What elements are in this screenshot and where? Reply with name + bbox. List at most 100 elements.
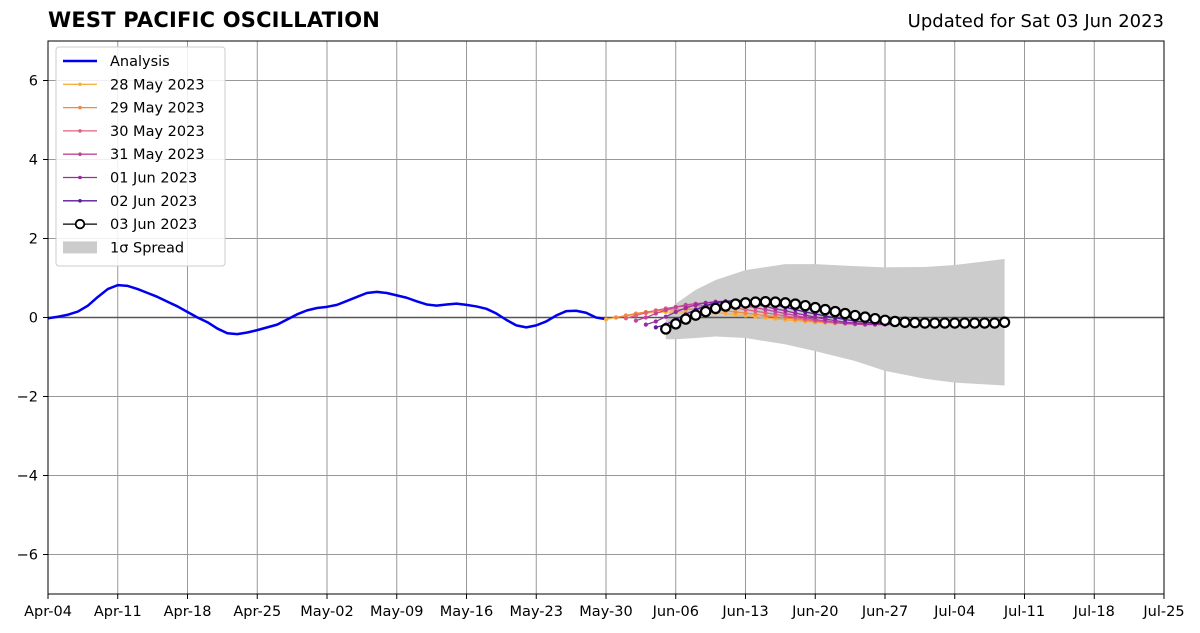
- legend-label: 02 Jun 2023: [110, 194, 197, 210]
- forecast-point: [653, 311, 658, 316]
- y-tick-label: 4: [29, 153, 38, 169]
- forecast-point: [939, 317, 951, 329]
- forecast-point: [793, 311, 798, 316]
- forecast-point: [899, 316, 911, 328]
- forecast-point: [633, 313, 638, 318]
- legend-box: [55, 46, 226, 267]
- forecast-point: [683, 305, 688, 311]
- forecast-point: [643, 310, 648, 315]
- forecast-point: [799, 299, 811, 312]
- legend-label: Analysis: [110, 54, 170, 70]
- legend-marker: [74, 218, 86, 230]
- forecast-point: [783, 308, 788, 313]
- legend-marker: [78, 199, 82, 203]
- x-tick-label: Jul-25: [1142, 604, 1184, 620]
- x-tick-label: May-23: [510, 604, 563, 620]
- forecast-point: [959, 317, 971, 329]
- forecast-point: [929, 317, 941, 329]
- legend-label: 31 May 2023: [110, 147, 205, 163]
- legend-item: 02 Jun 2023: [63, 194, 197, 210]
- forecast-point: [623, 316, 629, 321]
- legend-item: 03 Jun 2023: [63, 217, 197, 233]
- forecast-point: [733, 309, 738, 315]
- forecast-point: [919, 317, 931, 329]
- y-tick-label: −2: [17, 390, 38, 406]
- forecast-point: [869, 312, 881, 325]
- x-tick-label: Jul-11: [1003, 604, 1045, 620]
- y-tick-label: 0: [29, 311, 38, 327]
- forecast-point: [653, 319, 658, 324]
- legend-item: 01 Jun 2023: [63, 171, 197, 187]
- forecast-point: [739, 297, 752, 309]
- forecast-point: [613, 315, 619, 320]
- forecast-point: [839, 307, 851, 320]
- forecast-latest-series: [660, 296, 1011, 335]
- legend-item: Analysis: [63, 54, 170, 70]
- forecast-point: [909, 316, 921, 329]
- forecast-point: [670, 318, 682, 330]
- forecast-point: [643, 315, 648, 320]
- x-tick-label: May-30: [579, 604, 632, 620]
- forecast-point: [663, 314, 668, 319]
- legend-marker: [78, 152, 82, 156]
- legend-label: 03 Jun 2023: [110, 217, 197, 233]
- forecast-point: [749, 296, 762, 308]
- forecast-point: [660, 323, 672, 335]
- chart-subtitle: Updated for Sat 03 Jun 2023: [907, 11, 1164, 32]
- x-tick-label: Jul-04: [933, 604, 975, 620]
- forecast-point: [879, 314, 891, 326]
- forecast-point: [729, 298, 742, 310]
- legend-item: 29 May 2023: [63, 101, 205, 117]
- y-tick-label: 6: [29, 74, 38, 90]
- forecast-point: [789, 298, 802, 310]
- legend-marker: [78, 105, 82, 110]
- forecast-point: [779, 297, 792, 309]
- forecast-point: [998, 316, 1011, 328]
- legend-item: 30 May 2023: [63, 124, 205, 140]
- legend-label: 1σ Spread: [110, 240, 184, 256]
- y-tick-label: −4: [17, 469, 38, 485]
- forecast-point: [949, 317, 961, 329]
- forecast-point: [769, 296, 782, 308]
- forecast-point: [719, 300, 732, 312]
- x-tick-label: Apr-18: [164, 604, 212, 620]
- legend-label: 29 May 2023: [110, 101, 205, 117]
- forecast-point: [743, 311, 748, 316]
- forecast-point: [859, 311, 871, 323]
- forecast-point: [829, 305, 841, 318]
- y-tick-label: −6: [17, 548, 38, 564]
- x-tick-label: May-16: [440, 604, 493, 620]
- legend-marker: [78, 129, 82, 133]
- legend-label: 30 May 2023: [110, 124, 205, 140]
- x-tick-label: Apr-11: [94, 604, 142, 620]
- forecast-point: [809, 301, 821, 314]
- forecast-point: [673, 309, 678, 315]
- forecast-point: [889, 315, 901, 328]
- legend-item: 1σ Spread: [63, 240, 184, 256]
- legend-marker: [78, 82, 82, 87]
- x-tick-label: May-09: [370, 604, 423, 620]
- forecast-point: [978, 317, 991, 329]
- x-tick-label: Apr-04: [24, 604, 72, 620]
- x-tick-label: Jun-20: [791, 604, 838, 620]
- forecast-point: [759, 296, 772, 308]
- forecast-point: [633, 318, 638, 323]
- forecast-point: [968, 317, 981, 329]
- legend-item: 31 May 2023: [63, 147, 205, 163]
- forecast-point: [689, 309, 702, 321]
- forecast-point: [709, 302, 722, 315]
- x-tick-label: May-02: [300, 604, 353, 620]
- forecast-point: [849, 309, 861, 322]
- forecast-point: [753, 309, 758, 314]
- forecast-point: [699, 305, 712, 318]
- forecast-point: [988, 317, 1001, 329]
- legend-label: 01 Jun 2023: [110, 171, 197, 187]
- x-tick-label: Apr-25: [233, 604, 281, 620]
- y-tick-label: 2: [29, 232, 38, 248]
- analysis-line: [47, 283, 607, 336]
- x-tick-label: Jun-27: [861, 604, 908, 620]
- forecast-point: [663, 307, 668, 313]
- tick-layer: Apr-04 Apr-11 Apr-18 Apr-25 May-02 May-09 May-…: [17, 74, 1185, 621]
- series-layer: [47, 283, 1011, 336]
